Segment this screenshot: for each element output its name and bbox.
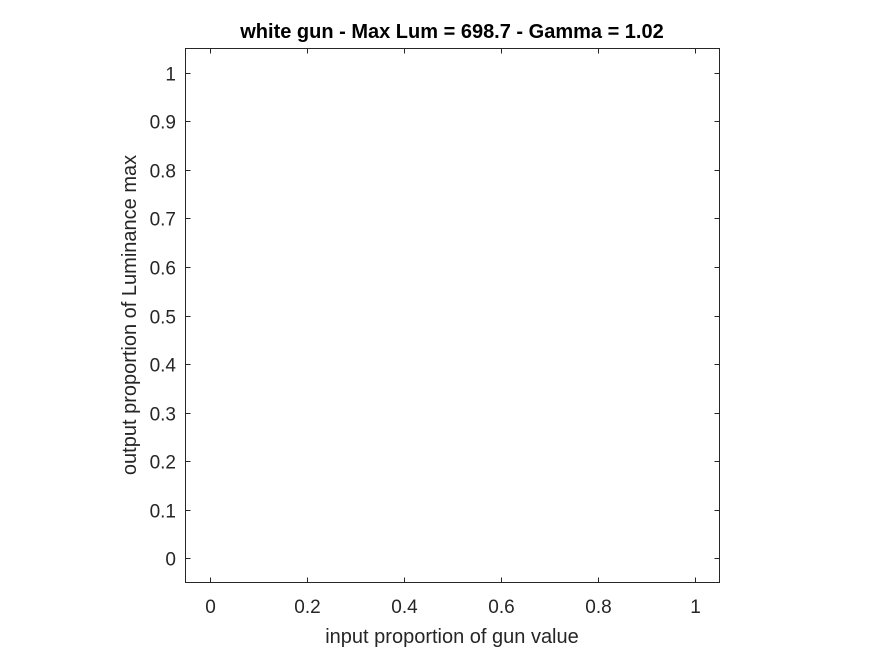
- x-axis-label: input proportion of gun value: [325, 626, 579, 648]
- x-tick-label: 0.8: [585, 597, 611, 618]
- y-axis-label: output proportion of Luminance max: [119, 155, 141, 475]
- y-tick-label: 0.2: [150, 453, 176, 474]
- tick-marks: [185, 48, 720, 583]
- x-tick-label: 0.4: [391, 597, 418, 618]
- y-tick-label: 0.5: [150, 308, 176, 329]
- x-tick-label: 0.6: [488, 597, 514, 618]
- tick-labels: 0 0.2 0.4 0.6 0.8 1 0 0.1 0.2 0.3 0.4 0.5 0.6 0.7 0.8 0…: [150, 65, 701, 619]
- x-tick-label: 1: [690, 597, 701, 618]
- y-tick-label: 0: [165, 550, 176, 571]
- x-tick-label: 0: [205, 597, 216, 618]
- y-tick-label: 0.8: [150, 162, 176, 183]
- y-tick-label: 0.3: [150, 405, 176, 426]
- y-tick-label: 0.4: [150, 356, 177, 377]
- plot-area: [185, 48, 720, 583]
- y-tick-label: 1: [165, 65, 176, 86]
- chart-title: white gun - Max Lum = 698.7 - Gamma = 1.…: [239, 21, 663, 43]
- x-tick-label: 0.2: [294, 597, 320, 618]
- y-tick-label: 0.9: [150, 113, 176, 134]
- y-tick-label: 0.6: [150, 259, 176, 280]
- y-tick-label: 0.7: [150, 210, 176, 231]
- y-tick-label: 0.1: [150, 502, 176, 523]
